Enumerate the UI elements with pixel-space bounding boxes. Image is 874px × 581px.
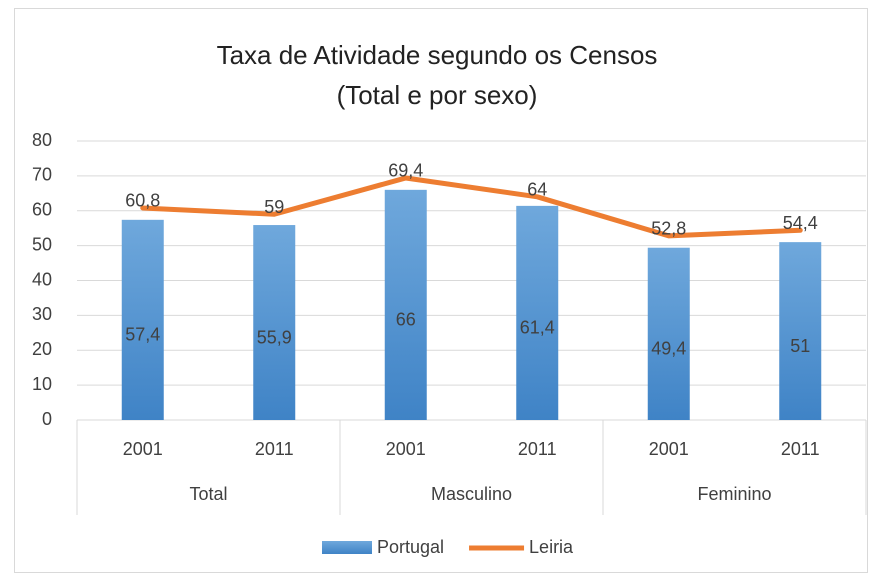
x-tick-label: 2011: [518, 439, 557, 459]
data-label: 49,4: [651, 339, 686, 359]
bar: [647, 247, 690, 420]
data-label: 57,4: [125, 325, 160, 345]
data-label: 61,4: [520, 318, 555, 338]
y-tick-label: 0: [42, 409, 52, 429]
bar: [253, 225, 296, 420]
y-tick-label: 40: [32, 269, 52, 289]
data-label: 60,8: [125, 191, 160, 211]
legend-swatch: [322, 541, 372, 554]
bar: [516, 205, 559, 420]
data-label: 59: [264, 197, 284, 217]
bar: [384, 189, 427, 420]
y-tick-label: 60: [32, 200, 52, 220]
bar: [121, 219, 164, 420]
data-label: 54,4: [783, 213, 818, 233]
data-label: 64: [527, 180, 547, 200]
group-label: Feminino: [697, 484, 771, 504]
y-tick-label: 10: [32, 374, 52, 394]
x-tick-label: 2011: [781, 439, 820, 459]
y-tick-label: 50: [32, 234, 52, 254]
data-label: 69,4: [388, 161, 423, 181]
data-label: 51: [790, 336, 810, 356]
line: [140, 175, 803, 239]
y-tick-label: 80: [32, 130, 52, 150]
data-label: 55,9: [257, 327, 292, 347]
x-tick-label: 2001: [649, 439, 689, 459]
data-label: 66: [396, 310, 416, 330]
chart-title: Taxa de Atividade segundo os Censos: [217, 40, 658, 70]
y-tick-label: 30: [32, 304, 52, 324]
data-label: 52,8: [651, 219, 686, 239]
legend-label: Portugal: [377, 537, 444, 557]
y-tick-label: 70: [32, 165, 52, 185]
legend-label: Leiria: [529, 537, 574, 557]
group-label: Masculino: [431, 484, 512, 504]
x-tick-label: 2001: [386, 439, 426, 459]
chart-subtitle: (Total e por sexo): [337, 80, 538, 110]
group-label: Total: [189, 484, 227, 504]
y-tick-label: 20: [32, 339, 52, 359]
x-tick-label: 2001: [123, 439, 163, 459]
bar: [779, 242, 822, 420]
x-tick-label: 2011: [255, 439, 294, 459]
